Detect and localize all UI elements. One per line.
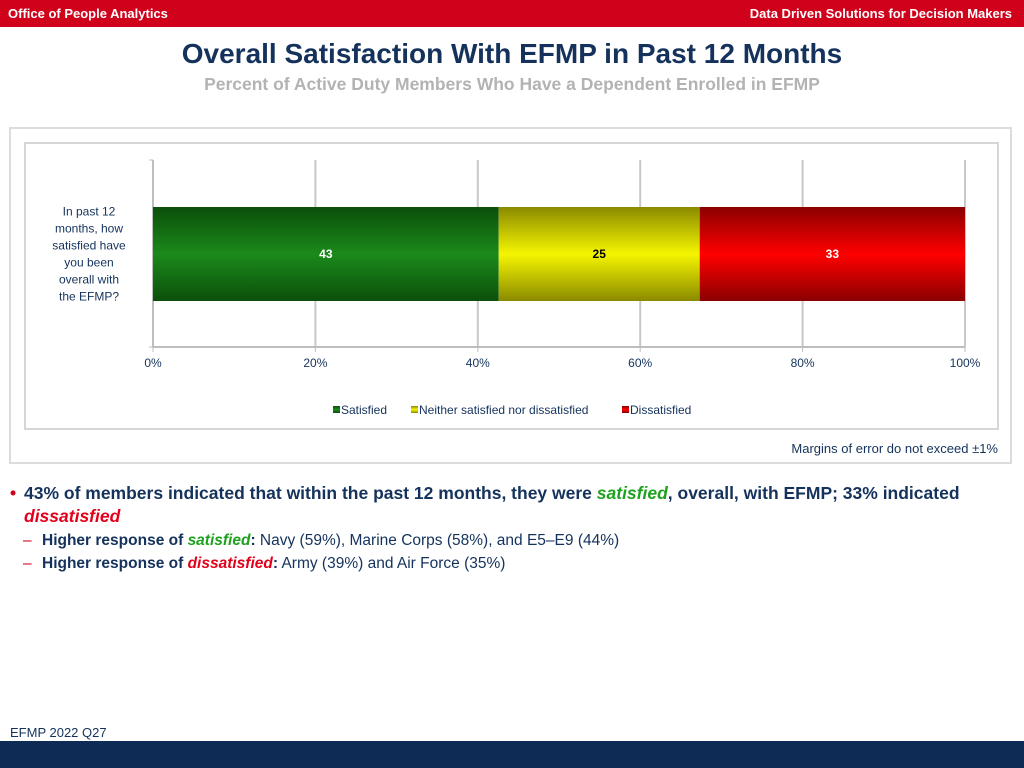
tagline: Data Driven Solutions for Decision Maker…	[749, 6, 1012, 21]
bar-segment-dissatisfied	[699, 207, 965, 301]
margin-of-error-note: Margins of error do not exceed ±1%	[791, 441, 998, 456]
sub1-keyword: satisfied	[187, 532, 251, 549]
dash-icon: –	[23, 532, 32, 549]
footer-bar	[0, 741, 1024, 768]
legend-label: Dissatisfied	[630, 403, 691, 417]
legend-swatch	[622, 406, 629, 413]
x-tick-label: 100%	[950, 356, 981, 370]
category-label: In past 12 months, how satisfied have you b…	[52, 205, 126, 304]
legend-label: Satisfied	[341, 403, 387, 417]
sub2-colon: :	[272, 555, 279, 572]
finding-main-text-c: , overall, with EFMP; 33% indicated	[667, 483, 960, 503]
finding-main-satisfied: satisfied	[596, 483, 668, 503]
x-tick-label: 80%	[791, 356, 815, 370]
page-subtitle: Percent of Active Duty Members Who Have …	[204, 74, 820, 94]
sub2-keyword: dissatisfied	[187, 555, 273, 572]
page-title: Overall Satisfaction With EFMP in Past 1…	[181, 38, 843, 69]
sub1-detail: Navy (59%), Marine Corps (58%), and E5–E…	[255, 532, 620, 549]
x-tick-label: 20%	[303, 356, 327, 370]
x-tick-label: 0%	[144, 356, 162, 370]
data-label: 25	[593, 247, 607, 261]
x-tick-label: 60%	[628, 356, 652, 370]
sub2-lead: Higher response of	[42, 555, 188, 572]
sub1-lead: Higher response of	[42, 532, 188, 549]
finding-sub-dissatisfied: – Higher response of dissatisfied: Army (…	[10, 553, 1010, 574]
bullet-dot-icon: •	[10, 483, 17, 503]
source-label: EFMP 2022 Q27	[10, 725, 107, 740]
finding-main-text-a: 43% of members indicated that within the…	[24, 483, 597, 503]
legend-label: Neither satisfied nor dissatisfied	[419, 403, 588, 417]
bar-segment-neither-satisfied-nor-dissatisfied	[498, 207, 700, 301]
org-name: Office of People Analytics	[8, 6, 168, 21]
sub1-colon: :	[250, 532, 256, 549]
sub2-detail: Army (39%) and Air Force (35%)	[278, 555, 506, 572]
legend-swatch	[411, 406, 418, 413]
data-label: 33	[826, 247, 840, 261]
legend-swatch	[333, 406, 340, 413]
finding-sub-satisfied: – Higher response of satisfied: Navy (59%…	[10, 530, 1010, 551]
data-label: 43	[319, 247, 333, 261]
findings-list: • 43% of members indicated that within th…	[10, 482, 1010, 574]
finding-main-dissatisfied: dissatisfied	[24, 506, 121, 526]
bar-segment-satisfied	[153, 207, 499, 301]
dash-icon: –	[23, 555, 32, 572]
x-tick-label: 40%	[466, 356, 490, 370]
finding-main: • 43% of members indicated that within th…	[10, 482, 1010, 528]
header-bar: Office of People Analytics Data Driven S…	[0, 0, 1024, 27]
